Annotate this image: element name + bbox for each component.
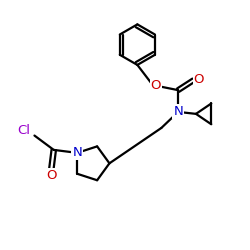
Text: O: O xyxy=(194,72,204,86)
Text: N: N xyxy=(72,146,82,159)
Text: N: N xyxy=(173,106,183,118)
Text: O: O xyxy=(46,168,56,181)
Text: O: O xyxy=(151,79,161,92)
Text: Cl: Cl xyxy=(18,124,30,137)
